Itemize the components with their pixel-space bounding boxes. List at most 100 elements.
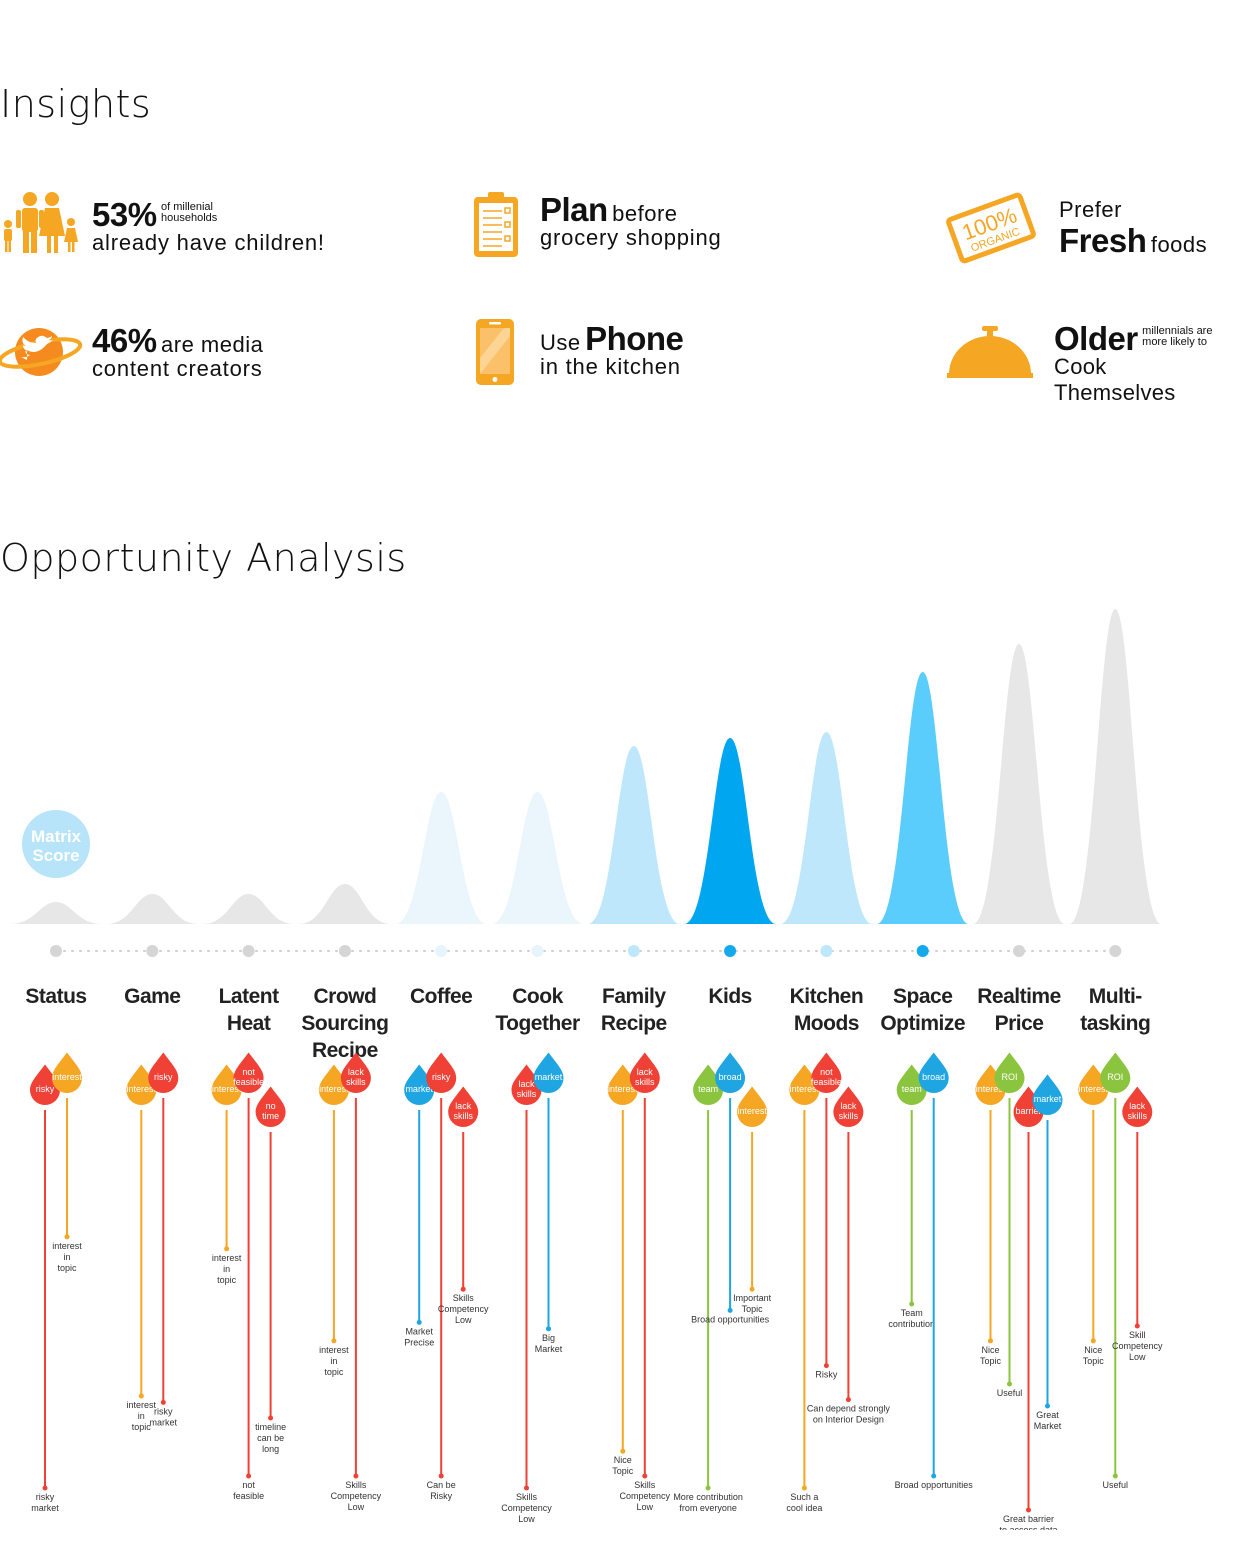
factor-end-dot: [246, 1473, 252, 1479]
factor-end-dot: [749, 1286, 755, 1292]
factor-end-dot: [438, 1473, 444, 1479]
factor-tag: risky: [36, 1084, 55, 1094]
insight-phone-text: in the kitchen: [540, 354, 681, 379]
factor-note: Competency: [1112, 1341, 1163, 1351]
matrix-score-label: Matrix: [31, 827, 82, 846]
category-label: Game: [124, 985, 180, 1008]
factor-note: to access data: [999, 1525, 1057, 1530]
factor-tag: interest: [737, 1106, 767, 1116]
score-bell: [202, 894, 295, 924]
category-label: Kitchen: [790, 985, 864, 1008]
factor-note: can be: [257, 1433, 284, 1443]
factor-note: Market: [1034, 1421, 1062, 1431]
category-label: tasking: [1080, 1012, 1150, 1035]
category-label: Heat: [227, 1012, 271, 1035]
category-label: Cook: [512, 985, 563, 1008]
clipboard-icon: [474, 192, 518, 257]
insight-media: 46% are media content creators: [92, 322, 263, 382]
factor-end-dot: [1007, 1381, 1012, 1387]
factor-end-dot: [224, 1246, 230, 1252]
factor-drop: [52, 1052, 82, 1093]
factor-end-dot: [1112, 1473, 1118, 1479]
factor-tag: lack: [1129, 1101, 1146, 1111]
category-label: Sourcing: [301, 1012, 388, 1035]
insight-children-percent: 53%: [92, 196, 157, 233]
insight-children-text: already have children!: [92, 230, 325, 255]
factor-tag: lack: [348, 1067, 365, 1077]
factor-note: in: [138, 1411, 145, 1421]
factor-drop: [1122, 1086, 1153, 1127]
factor-end-dot: [1134, 1323, 1140, 1329]
insight-older-note: millennials are more likely to: [1142, 325, 1213, 348]
factor-end-dot: [160, 1399, 166, 1405]
factor-end-dot: [931, 1473, 937, 1479]
timeline-dot: [50, 945, 62, 957]
factor-tag: interest: [1079, 1084, 1109, 1094]
factor-end-dot: [138, 1393, 144, 1399]
factor-end-dot: [845, 1397, 851, 1403]
category-label: Price: [995, 1012, 1044, 1035]
factor-tag: ROI: [1001, 1072, 1017, 1082]
factor-note: Skill: [1129, 1330, 1146, 1340]
factor-note: risky: [36, 1492, 55, 1502]
score-bell: [10, 902, 102, 924]
factor-end-dot: [524, 1485, 529, 1491]
insight-fresh-title: Fresh: [1059, 222, 1147, 259]
factor-drop: [811, 1052, 842, 1093]
cloche-icon: [947, 326, 1033, 378]
factor-note: Useful: [997, 1388, 1023, 1398]
factor-note: Skills: [516, 1492, 538, 1502]
factor-tag: time: [262, 1111, 279, 1121]
factor-note: in: [330, 1356, 337, 1366]
twitter-planet-icon: [0, 328, 83, 376]
timeline-dot: [435, 945, 448, 957]
factor-drop: [833, 1086, 864, 1127]
factor-tag: team: [698, 1084, 718, 1094]
factor-note: cool idea: [786, 1503, 822, 1513]
insight-fresh-foods: foods: [1150, 232, 1208, 257]
factor-tag: risky: [154, 1072, 173, 1082]
insight-older-title: Older: [1054, 320, 1138, 357]
factor-end-dot: [909, 1301, 915, 1307]
category-label: Moods: [794, 1012, 859, 1035]
insight-fresh-prefer: Prefer: [1059, 197, 1122, 222]
category-label: Recipe: [312, 1039, 378, 1062]
factor-note: interest: [212, 1253, 242, 1263]
factor-note: Can be: [427, 1480, 456, 1490]
factor-note: Great barrier: [1003, 1514, 1054, 1524]
factor-tag: interest: [976, 1084, 1006, 1094]
factor-note: Low: [637, 1502, 654, 1512]
category-label: Realtime: [977, 985, 1061, 1008]
factor-note: Competency: [620, 1491, 671, 1501]
category-label: Latent: [219, 985, 280, 1008]
factor-tag: interest: [127, 1084, 157, 1094]
insight-media-text: content creators: [92, 356, 263, 381]
factor-drop: [1032, 1074, 1063, 1115]
insight-phone-title: Phone: [585, 320, 684, 357]
factor-end-dot: [353, 1473, 359, 1479]
factor-note: Can depend strongly: [807, 1404, 891, 1414]
factor-note: Useful: [1103, 1480, 1129, 1490]
factor-tag: interest: [212, 1084, 242, 1094]
factor-note: Broad opportunities: [895, 1480, 974, 1490]
factor-note: Low: [518, 1514, 535, 1524]
factor-note: market: [150, 1417, 178, 1427]
score-bell: [684, 738, 777, 924]
factor-note: Market: [405, 1326, 433, 1336]
factor-tag: not: [820, 1067, 833, 1077]
factor-note: interest: [52, 1241, 82, 1251]
factor-drop: [715, 1052, 746, 1093]
insight-older-text: Cook Themselves: [1054, 354, 1176, 405]
factor-end-dot: [42, 1485, 48, 1491]
category-label: Crowd: [313, 985, 376, 1008]
factor-note: topic: [132, 1422, 152, 1432]
factor-drop: [918, 1052, 949, 1093]
insight-older: Older millennials are more likely to Cook…: [1054, 320, 1233, 406]
factor-tag: interest: [52, 1072, 82, 1082]
factor-tag: lack: [455, 1101, 472, 1111]
insight-media-percent: 46%: [92, 322, 157, 359]
score-bell: [973, 644, 1065, 924]
factor-end-dot: [546, 1326, 551, 1332]
factor-note: Topic: [742, 1304, 764, 1314]
factor-end-dot: [705, 1485, 711, 1491]
